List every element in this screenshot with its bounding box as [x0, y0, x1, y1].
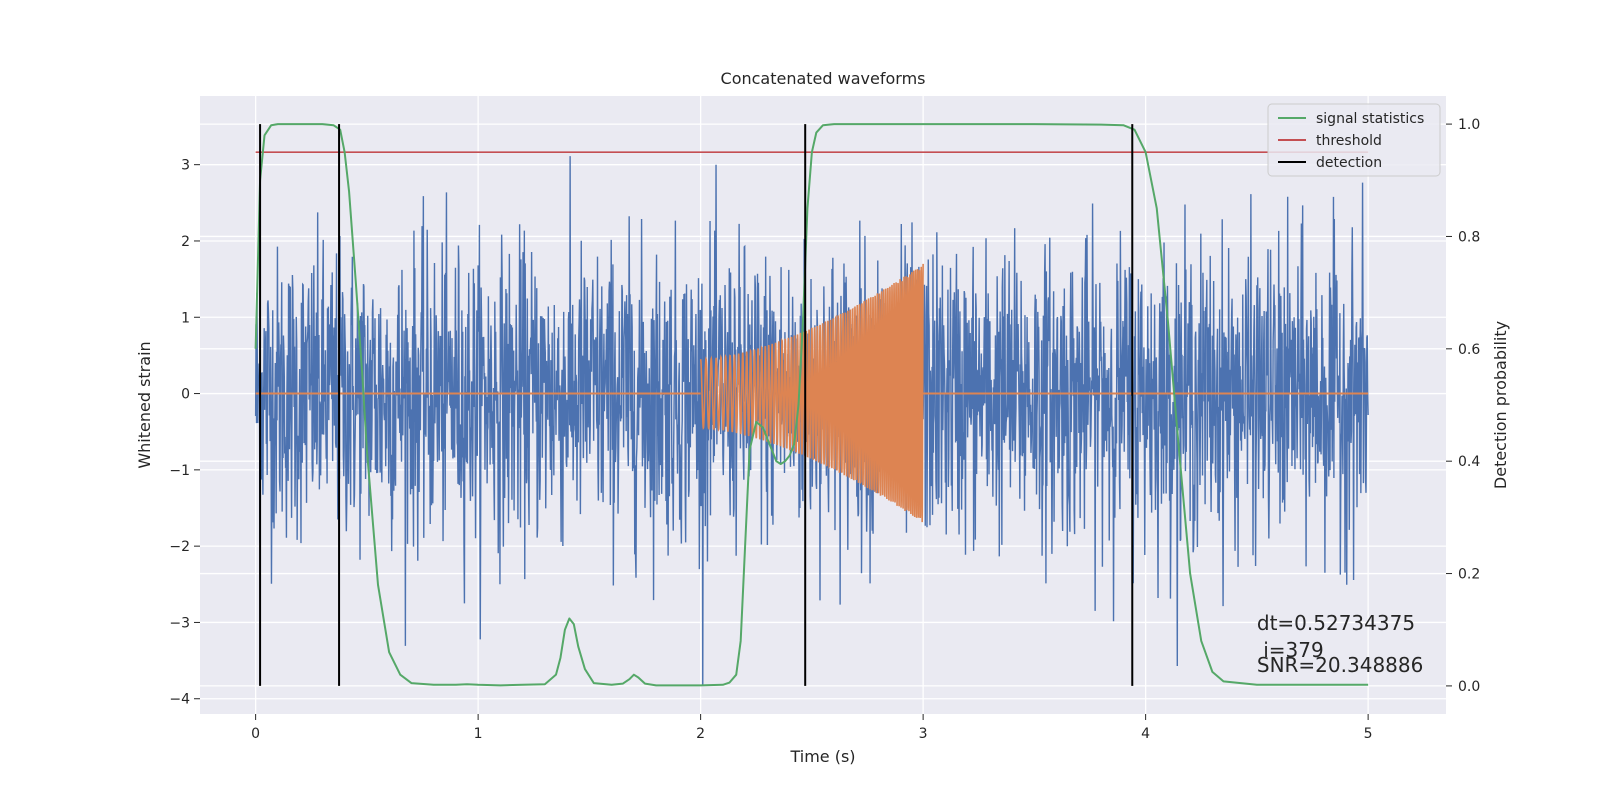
y-tick-label-right: 0.8: [1458, 229, 1480, 245]
annotation-text: i=379: [1257, 638, 1324, 662]
y-tick-label-left: 2: [181, 234, 190, 250]
chart-title: Concatenated waveforms: [721, 69, 926, 88]
legend-entry: signal statistics: [1316, 111, 1424, 127]
signal-statistics-line: [254, 123, 1369, 687]
legend-box: [1267, 103, 1441, 177]
y-tick-label-left: 1: [181, 310, 190, 326]
legend: signal statistics threshold detection: [1267, 103, 1441, 177]
x-tick-label: 5: [1364, 726, 1373, 742]
y-tick-label-right: 0.4: [1458, 454, 1480, 470]
y-tick-label-left: −3: [169, 615, 190, 631]
injection-chirp-line: [699, 263, 924, 523]
data-layer: [254, 123, 1369, 687]
y-tick-label-right: 0.2: [1458, 567, 1480, 583]
x-tick-label: 2: [696, 726, 705, 742]
y-tick-label-left: 3: [181, 158, 190, 174]
x-tick-label: 1: [474, 726, 483, 742]
y-tick-label-left: −2: [169, 539, 190, 555]
x-axis-label: Time (s): [789, 747, 855, 766]
legend-entry: detection: [1316, 155, 1382, 171]
x-tick-label: 0: [251, 726, 260, 742]
axis-ticks: 0 1 2 3 4 5 −4 −3 −2 −1 0 1 2 3 0.0 0.2 0.4 0.6 0.8 1.0: [169, 117, 1480, 742]
y-tick-label-left: −4: [169, 692, 190, 708]
y-axis-label-left: Whitened strain: [135, 341, 154, 468]
y-tick-label-right: 0.6: [1458, 342, 1480, 358]
legend-entry: threshold: [1316, 133, 1382, 149]
y-tick-label-right: 0.0: [1458, 679, 1480, 695]
y-tick-label-right: 1.0: [1458, 117, 1480, 133]
annotation-text: dt=0.52734375: [1257, 611, 1415, 635]
y-axis-label-right: Detection probability: [1491, 321, 1510, 489]
annotation-text: SNR=20.348886: [1257, 653, 1423, 677]
x-tick-label: 3: [919, 726, 928, 742]
y-tick-label-left: −1: [169, 463, 190, 479]
x-tick-label: 4: [1141, 726, 1150, 742]
y-tick-label-left: 0: [181, 387, 190, 403]
